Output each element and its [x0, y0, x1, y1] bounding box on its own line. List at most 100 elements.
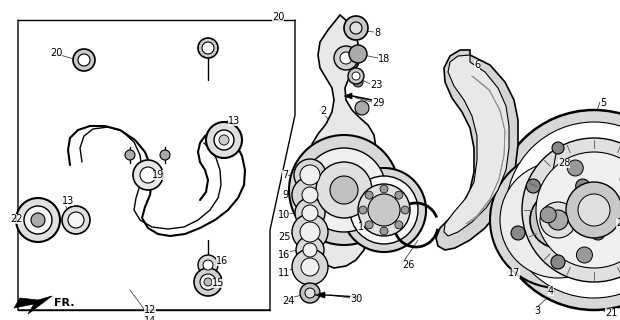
Circle shape [292, 177, 328, 213]
Text: 8: 8 [374, 28, 380, 38]
Circle shape [380, 227, 388, 235]
Circle shape [380, 185, 388, 193]
Circle shape [350, 22, 362, 34]
Circle shape [302, 187, 318, 203]
Circle shape [302, 148, 386, 232]
Circle shape [202, 42, 214, 54]
Circle shape [566, 182, 620, 238]
Circle shape [68, 212, 84, 228]
Text: 24: 24 [282, 296, 294, 306]
Circle shape [198, 255, 218, 275]
Circle shape [348, 68, 364, 84]
Circle shape [522, 138, 620, 282]
Circle shape [540, 202, 576, 238]
Circle shape [577, 247, 593, 263]
Circle shape [548, 210, 568, 230]
Circle shape [506, 122, 620, 298]
Circle shape [125, 150, 135, 160]
Circle shape [300, 222, 320, 242]
Text: 29: 29 [372, 98, 384, 108]
Text: 13: 13 [62, 196, 74, 206]
Circle shape [214, 130, 234, 150]
Circle shape [62, 206, 90, 234]
Text: 2: 2 [320, 106, 326, 116]
Text: 23: 23 [370, 80, 383, 90]
Text: 16: 16 [216, 256, 228, 266]
Polygon shape [14, 296, 52, 314]
Text: 7: 7 [282, 170, 288, 180]
Circle shape [73, 49, 95, 71]
Text: 22: 22 [10, 214, 22, 224]
Text: 30: 30 [350, 294, 362, 304]
Polygon shape [344, 93, 352, 99]
Circle shape [198, 38, 218, 58]
Text: 13: 13 [228, 116, 241, 126]
Circle shape [194, 268, 222, 296]
Circle shape [330, 176, 358, 204]
Circle shape [133, 160, 163, 190]
Circle shape [200, 274, 216, 290]
Text: 20: 20 [272, 12, 285, 22]
Text: 12: 12 [144, 305, 156, 315]
Circle shape [395, 191, 403, 199]
Circle shape [576, 179, 590, 193]
Circle shape [206, 122, 242, 158]
Text: 16: 16 [278, 250, 290, 260]
Text: 1: 1 [358, 222, 364, 232]
Circle shape [303, 243, 317, 257]
Text: 18: 18 [378, 54, 390, 64]
Circle shape [352, 72, 360, 80]
Text: 21: 21 [605, 308, 618, 318]
Circle shape [316, 162, 372, 218]
Circle shape [350, 176, 418, 244]
Circle shape [578, 194, 610, 226]
Text: 11: 11 [278, 268, 290, 278]
Text: 15: 15 [212, 278, 224, 288]
Circle shape [344, 16, 368, 40]
Circle shape [500, 162, 616, 278]
Circle shape [300, 165, 320, 185]
Polygon shape [436, 50, 518, 250]
Circle shape [540, 207, 556, 223]
Circle shape [302, 205, 318, 221]
Text: 20: 20 [50, 48, 63, 58]
Text: 25: 25 [278, 232, 291, 242]
Circle shape [295, 198, 325, 228]
Circle shape [140, 167, 156, 183]
Circle shape [591, 226, 605, 240]
Circle shape [365, 191, 373, 199]
Circle shape [551, 255, 565, 269]
Text: 4: 4 [548, 286, 554, 296]
Circle shape [292, 249, 328, 285]
Circle shape [305, 288, 315, 298]
Text: 26: 26 [402, 260, 414, 270]
Circle shape [301, 258, 319, 276]
Circle shape [16, 198, 60, 242]
Text: 28: 28 [558, 158, 570, 168]
Text: 27: 27 [616, 218, 620, 228]
Circle shape [359, 206, 367, 214]
Polygon shape [310, 15, 376, 268]
Polygon shape [444, 55, 509, 236]
Circle shape [552, 142, 564, 154]
Text: 19: 19 [152, 170, 164, 180]
Text: FR.: FR. [54, 298, 74, 308]
Circle shape [536, 152, 620, 268]
Circle shape [300, 283, 320, 303]
Circle shape [526, 179, 540, 193]
Circle shape [355, 101, 369, 115]
Circle shape [24, 206, 52, 234]
Text: 6: 6 [474, 60, 480, 70]
Text: 10: 10 [278, 210, 290, 220]
Circle shape [204, 278, 212, 286]
Circle shape [494, 110, 620, 310]
Circle shape [78, 54, 90, 66]
Circle shape [289, 135, 399, 245]
Circle shape [294, 159, 326, 191]
Circle shape [349, 45, 367, 63]
Circle shape [567, 160, 583, 176]
Text: 14: 14 [144, 316, 156, 320]
Circle shape [368, 194, 400, 226]
Circle shape [365, 221, 373, 229]
Circle shape [31, 213, 45, 227]
